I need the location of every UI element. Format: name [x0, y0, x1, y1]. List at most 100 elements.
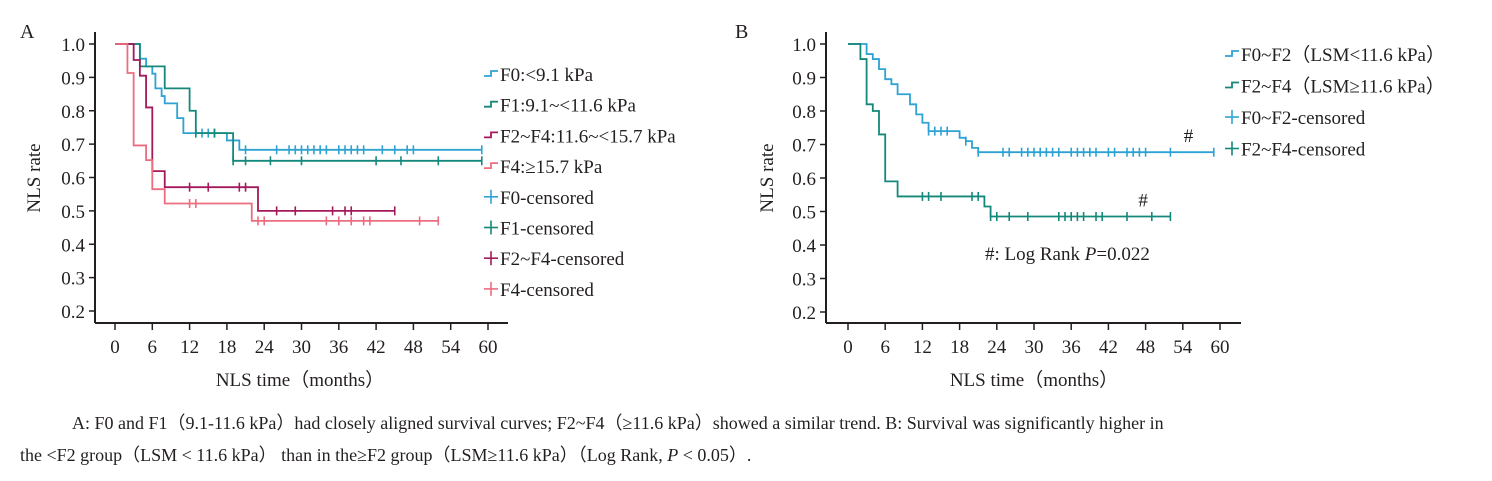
annotation-p-value: =0.022 [1096, 244, 1149, 265]
legend-step-icon [484, 100, 498, 108]
legend-label: F1:9.1~<11.6 kPa [500, 96, 636, 117]
legend-item: F2~F4-censored [1225, 140, 1366, 161]
x-tick-label: 60 [1211, 337, 1230, 358]
x-tick-label: 6 [148, 337, 158, 358]
legend-label: F4:≥15.7 kPa [500, 157, 603, 178]
legend-step-icon [484, 162, 498, 169]
significance-marker: # [1138, 191, 1148, 212]
panel-a: A 1.0 0.9 0.8 0.7 0.6 0.5 0.4 0.3 0.2 0 6 12 18 24 30 36… [20, 21, 676, 391]
legend: F0:<9.1 kPa F1:9.1~<11.6 kPa F2~F4:11.6~<1… [484, 65, 676, 301]
y-tick-label: 0.4 [61, 235, 85, 256]
series-f4 [115, 43, 440, 226]
annotation-prefix: #: Log Rank [985, 244, 1085, 265]
series-f2-f4 [115, 43, 396, 216]
panel-label: B [735, 21, 748, 43]
legend-label: F2~F4-censored [1241, 140, 1366, 161]
y-tick-label: 0.5 [61, 202, 85, 223]
y-tick-label: 1.0 [792, 35, 816, 56]
legend-step-icon [1225, 81, 1239, 89]
legend-label: F0~F2-censored [1241, 108, 1366, 129]
x-tick-label: 48 [404, 337, 423, 358]
x-tick-label: 24 [255, 337, 275, 358]
y-tick-label: 0.3 [61, 269, 85, 290]
y-axis-title: NLS rate [24, 143, 45, 212]
y-tick-label: 0.7 [792, 136, 816, 157]
x-tick-label: 30 [1025, 337, 1044, 358]
legend-item: F1:9.1~<11.6 kPa [484, 96, 636, 117]
x-tick-label: 6 [880, 337, 890, 358]
y-tick-label: 0.5 [792, 203, 816, 224]
survival-curve [848, 43, 1214, 154]
x-tick-label: 54 [1173, 337, 1193, 358]
legend-label: F1-censored [500, 219, 594, 240]
legend-label: F4-censored [500, 280, 594, 301]
survival-curve [848, 43, 1171, 218]
legend-item: F2~F4:11.6~<15.7 kPa [484, 126, 676, 147]
significance-marker: # [1184, 126, 1194, 147]
legend-label: F2~F4（LSM≥11.6 kPa） [1241, 76, 1445, 98]
legend-item: F1-censored [484, 219, 594, 240]
legend-item: F0:<9.1 kPa [484, 65, 594, 86]
x-axis-title: NLS time（months） [216, 369, 384, 391]
survival-curve [115, 43, 439, 222]
legend-label: F2~F4-censored [500, 249, 625, 270]
x-tick-label: 54 [441, 337, 461, 358]
y-tick-label: 0.6 [792, 169, 816, 190]
legend-item: F2~F4-censored [484, 249, 625, 270]
y-tick-label: 0.8 [792, 102, 816, 123]
y-tick-label: 0.2 [792, 303, 816, 324]
legend-item: F4:≥15.7 kPa [484, 157, 603, 178]
x-axis-title: NLS time（months） [950, 369, 1118, 391]
log-rank-annotation: #: Log Rank P=0.022 [985, 244, 1150, 265]
y-tick-label: 0.9 [792, 69, 816, 90]
legend-item: F0~F2-censored [1225, 108, 1366, 129]
y-tick-label: 0.8 [61, 102, 85, 123]
legend-label: F0~F2（LSM<11.6 kPa） [1241, 44, 1445, 66]
legend-label: F0-censored [500, 188, 594, 209]
series-f1 [115, 43, 483, 166]
x-tick-label: 42 [367, 337, 386, 358]
y-tick-label: 0.3 [792, 270, 816, 291]
legend-step-icon [484, 131, 498, 139]
y-tick-label: 0.9 [61, 68, 85, 89]
x-tick-label: 18 [217, 337, 236, 358]
annotation-p-symbol: P [1084, 244, 1097, 265]
x-tick-label: 0 [843, 337, 853, 358]
series-f2-f4: # [848, 43, 1172, 222]
survival-curve [115, 43, 482, 151]
series-f0 [115, 43, 483, 155]
series-f0-f2: # [848, 43, 1215, 157]
y-axis-title: NLS rate [757, 143, 778, 212]
y-tick-label: 0.7 [61, 135, 85, 156]
legend: F0~F2（LSM<11.6 kPa） F2~F4（LSM≥11.6 kPa） F0… [1225, 44, 1445, 161]
x-tick-label: 36 [1062, 337, 1081, 358]
legend-item: F4-censored [484, 280, 594, 301]
caption-p-symbol: P [667, 445, 679, 465]
y-tick-label: 1.0 [61, 35, 85, 56]
x-tick-label: 48 [1136, 337, 1155, 358]
x-tick-label: 0 [110, 337, 120, 358]
panel-label: A [20, 21, 35, 43]
caption-text-end: < 0.05）. [678, 445, 752, 465]
legend-item: F0~F2（LSM<11.6 kPa） [1225, 44, 1445, 66]
x-tick-label: 36 [329, 337, 348, 358]
survival-curve [115, 43, 482, 162]
x-tick-label: 60 [479, 337, 498, 358]
figure-svg: A 1.0 0.9 0.8 0.7 0.6 0.5 0.4 0.3 0.2 0 6 12 18 24 30 36… [20, 21, 1445, 391]
legend-label: F2~F4:11.6~<15.7 kPa [500, 126, 676, 147]
y-tick-label: 0.6 [61, 169, 85, 190]
x-tick-label: 12 [913, 337, 932, 358]
y-tick-label: 0.4 [792, 236, 816, 257]
legend-item: F0-censored [484, 188, 594, 209]
x-tick-label: 42 [1099, 337, 1118, 358]
y-tick-label: 0.2 [61, 302, 85, 323]
figure-caption-line-2: the <F2 group（LSM < 11.6 kPa） than in th… [20, 439, 1480, 471]
x-tick-label: 12 [180, 337, 199, 358]
survival-curve [115, 43, 395, 212]
figure-caption-line-1: A: F0 and F1（9.1-11.6 kPa）had closely al… [72, 413, 1164, 433]
legend-label: F0:<9.1 kPa [500, 65, 594, 86]
legend-step-icon [484, 70, 498, 77]
caption-text: the <F2 group（LSM < 11.6 kPa） than in th… [20, 445, 668, 465]
x-tick-label: 18 [950, 337, 969, 358]
legend-step-icon [1225, 50, 1239, 57]
